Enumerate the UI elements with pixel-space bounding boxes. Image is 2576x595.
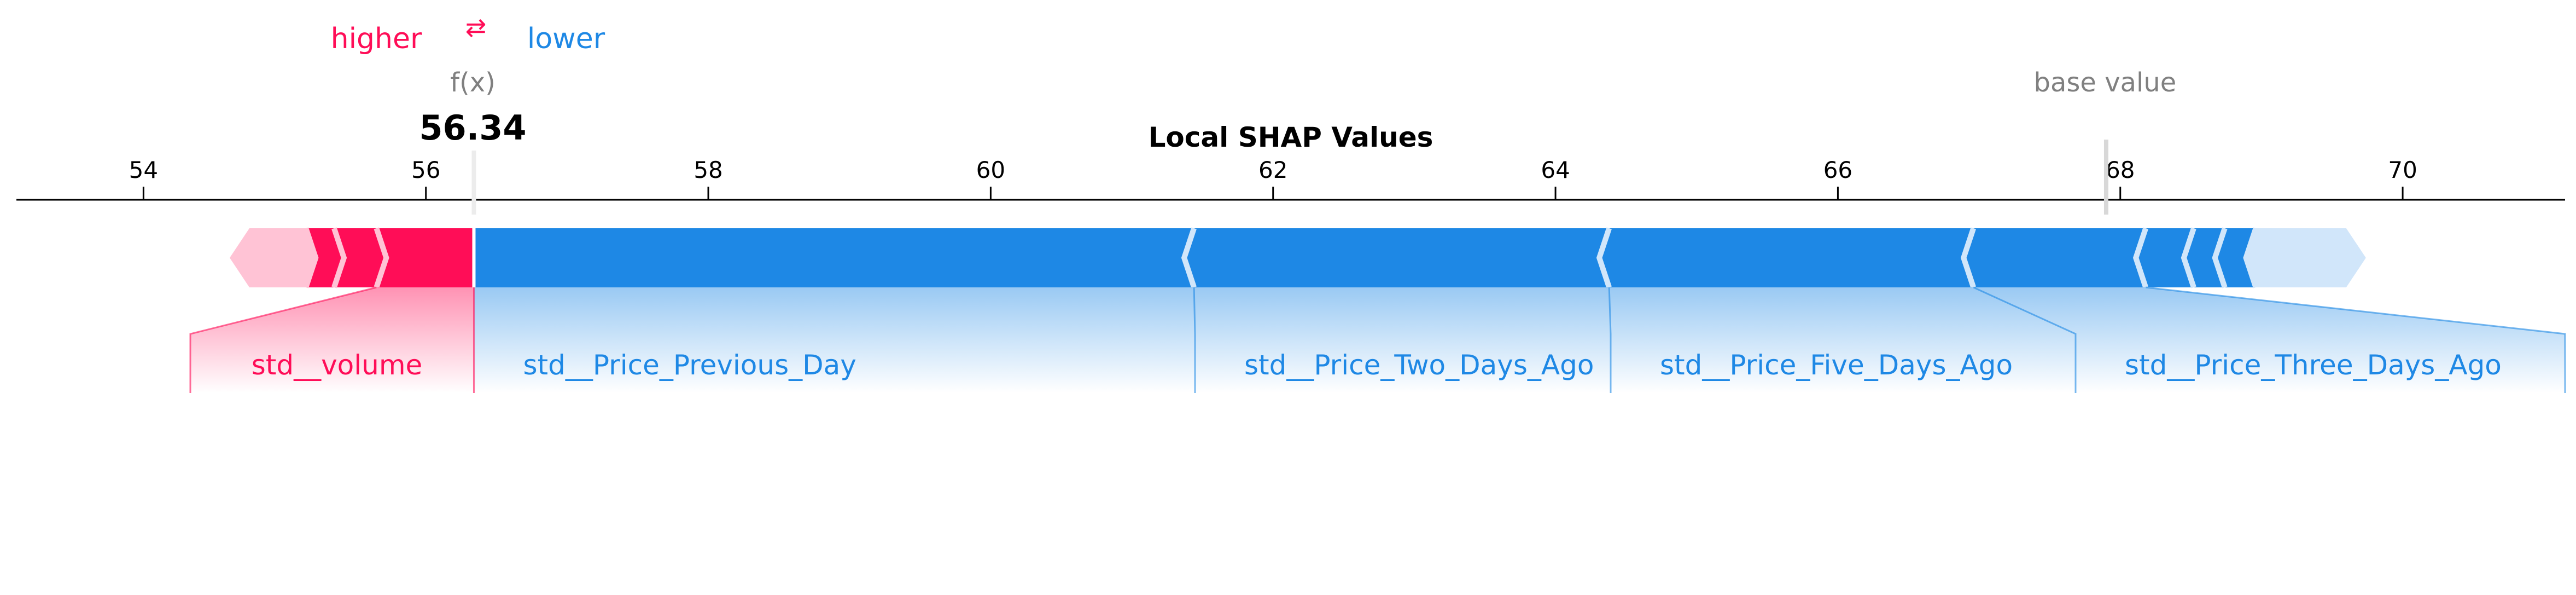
x-axis: 54 56 58 60 62 64 66 68 70 xyxy=(16,157,2565,200)
x-tick-label: 62 xyxy=(1258,157,1287,183)
negative-feature-block xyxy=(1963,228,2146,287)
chart-title: Local SHAP Values xyxy=(1149,122,1433,153)
x-tick-label: 54 xyxy=(129,157,158,183)
negative-feature-block xyxy=(1599,228,1973,287)
legend-higher-label: higher xyxy=(331,22,422,55)
negative-feature-block xyxy=(474,228,1194,287)
svg-text:⇄: ⇄ xyxy=(465,13,487,42)
x-tick-label: 56 xyxy=(411,157,440,183)
negative-feature-label: std__Price_Five_Days_Ago xyxy=(1660,349,2013,381)
x-tick-label: 58 xyxy=(693,157,722,183)
fx-label: f(x) xyxy=(450,67,496,98)
x-tick-label: 68 xyxy=(2106,157,2135,183)
negative-feature-block xyxy=(2246,228,2366,287)
negative-feature-block xyxy=(1184,228,1609,287)
positive-feature-block xyxy=(376,228,474,287)
x-tick-label: 70 xyxy=(2388,157,2417,183)
force-blocks xyxy=(230,228,2366,287)
negative-feature-label: std__Price_Three_Days_Ago xyxy=(2125,349,2502,381)
base-value-label: base value xyxy=(2034,67,2177,98)
negative-feature-label: std__Price_Two_Days_Ago xyxy=(1244,349,1594,381)
positive-feature-label: std__volume xyxy=(252,349,423,381)
positive-feature-block xyxy=(230,228,316,287)
x-tick-label: 60 xyxy=(976,157,1005,183)
x-tick-label: 66 xyxy=(1823,157,1852,183)
feature-labels: std__Price_Previous_Day std__Price_Two_Da… xyxy=(190,287,2565,393)
legend-lower-label: lower xyxy=(527,22,605,55)
negative-feature-label: std__Price_Previous_Day xyxy=(523,349,856,381)
fx-value: 56.34 xyxy=(419,108,526,148)
direction-arrows-icon: ⇄ xyxy=(465,13,487,42)
x-tick-label: 64 xyxy=(1541,157,1570,183)
